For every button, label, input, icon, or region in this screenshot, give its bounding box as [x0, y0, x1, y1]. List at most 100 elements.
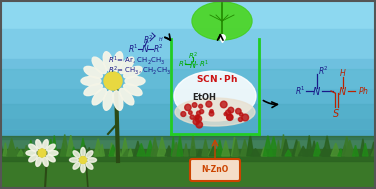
- Polygon shape: [123, 149, 131, 156]
- Polygon shape: [52, 136, 57, 156]
- Bar: [0, 69, 376, 129]
- Polygon shape: [280, 134, 286, 156]
- Circle shape: [195, 116, 202, 122]
- Text: $R^2$: $R^2$: [188, 50, 198, 62]
- Polygon shape: [177, 135, 183, 156]
- Ellipse shape: [113, 52, 123, 71]
- Ellipse shape: [92, 88, 106, 105]
- Circle shape: [227, 114, 232, 120]
- Polygon shape: [306, 136, 312, 156]
- Circle shape: [195, 115, 199, 119]
- Polygon shape: [269, 136, 278, 156]
- Ellipse shape: [81, 147, 85, 156]
- Circle shape: [196, 122, 203, 128]
- Circle shape: [104, 72, 122, 90]
- Polygon shape: [71, 147, 76, 156]
- Ellipse shape: [125, 77, 145, 85]
- Circle shape: [240, 113, 243, 116]
- Polygon shape: [197, 149, 203, 156]
- Ellipse shape: [175, 98, 255, 126]
- Polygon shape: [79, 138, 86, 156]
- Polygon shape: [295, 141, 302, 156]
- Ellipse shape: [174, 71, 256, 121]
- Polygon shape: [61, 135, 69, 156]
- Ellipse shape: [124, 84, 142, 96]
- Polygon shape: [184, 143, 188, 156]
- Ellipse shape: [88, 158, 97, 162]
- Polygon shape: [208, 146, 216, 156]
- Bar: [0, 119, 376, 139]
- Polygon shape: [17, 150, 24, 156]
- Circle shape: [209, 111, 214, 116]
- Ellipse shape: [47, 144, 55, 151]
- Polygon shape: [222, 148, 229, 156]
- Polygon shape: [134, 141, 142, 156]
- Ellipse shape: [120, 88, 134, 105]
- Ellipse shape: [42, 140, 48, 149]
- Ellipse shape: [47, 155, 55, 162]
- Circle shape: [181, 112, 186, 116]
- Text: $R^2$= CH$_3$, CH$_2$CH$_3$: $R^2$= CH$_3$, CH$_2$CH$_3$: [108, 65, 171, 77]
- Text: $R^2$: $R^2$: [143, 34, 153, 46]
- Polygon shape: [3, 143, 8, 156]
- Polygon shape: [261, 147, 267, 156]
- Ellipse shape: [103, 52, 113, 71]
- Bar: [0, 89, 376, 119]
- Polygon shape: [314, 142, 321, 156]
- Polygon shape: [95, 147, 99, 156]
- Bar: [0, 104, 376, 134]
- Polygon shape: [47, 145, 52, 156]
- Ellipse shape: [113, 91, 123, 110]
- Polygon shape: [342, 136, 352, 156]
- Ellipse shape: [73, 162, 80, 169]
- Polygon shape: [8, 140, 16, 156]
- Polygon shape: [28, 140, 34, 156]
- Text: $S$: $S$: [332, 107, 340, 119]
- Ellipse shape: [86, 162, 93, 169]
- Polygon shape: [47, 139, 55, 156]
- Circle shape: [220, 101, 227, 108]
- Polygon shape: [14, 147, 20, 156]
- Circle shape: [228, 107, 234, 113]
- Polygon shape: [121, 138, 129, 156]
- Text: N-ZnO: N-ZnO: [202, 166, 229, 174]
- Text: $R^1$: $R^1$: [178, 58, 188, 70]
- Bar: [0, 0, 376, 29]
- Polygon shape: [171, 136, 175, 156]
- Polygon shape: [109, 145, 117, 156]
- Circle shape: [193, 119, 199, 125]
- Polygon shape: [338, 149, 344, 156]
- Ellipse shape: [26, 150, 36, 156]
- Text: $\mathbf{SCN\cdot Ph}$: $\mathbf{SCN\cdot Ph}$: [196, 74, 238, 84]
- Polygon shape: [276, 140, 280, 156]
- Ellipse shape: [36, 140, 41, 149]
- Polygon shape: [251, 149, 260, 156]
- Circle shape: [189, 111, 192, 114]
- Text: $R^2$: $R^2$: [318, 65, 329, 77]
- Circle shape: [206, 101, 212, 107]
- Polygon shape: [0, 135, 3, 156]
- Ellipse shape: [193, 3, 251, 39]
- Circle shape: [199, 104, 203, 108]
- Text: $Ph$: $Ph$: [358, 85, 368, 97]
- Polygon shape: [109, 143, 114, 156]
- Polygon shape: [153, 146, 160, 156]
- Circle shape: [200, 109, 204, 114]
- Polygon shape: [362, 143, 368, 156]
- Text: $R^1$: $R^1$: [294, 85, 305, 97]
- Circle shape: [79, 156, 86, 163]
- Polygon shape: [298, 146, 308, 156]
- Polygon shape: [114, 141, 121, 156]
- Polygon shape: [61, 143, 66, 156]
- Polygon shape: [320, 147, 329, 156]
- Polygon shape: [292, 140, 301, 156]
- Polygon shape: [137, 143, 146, 156]
- Ellipse shape: [81, 163, 85, 173]
- Bar: [0, 59, 376, 89]
- Polygon shape: [241, 139, 249, 156]
- Polygon shape: [247, 134, 254, 156]
- Polygon shape: [190, 134, 196, 156]
- Ellipse shape: [103, 91, 113, 110]
- Polygon shape: [342, 145, 347, 156]
- Polygon shape: [87, 147, 91, 156]
